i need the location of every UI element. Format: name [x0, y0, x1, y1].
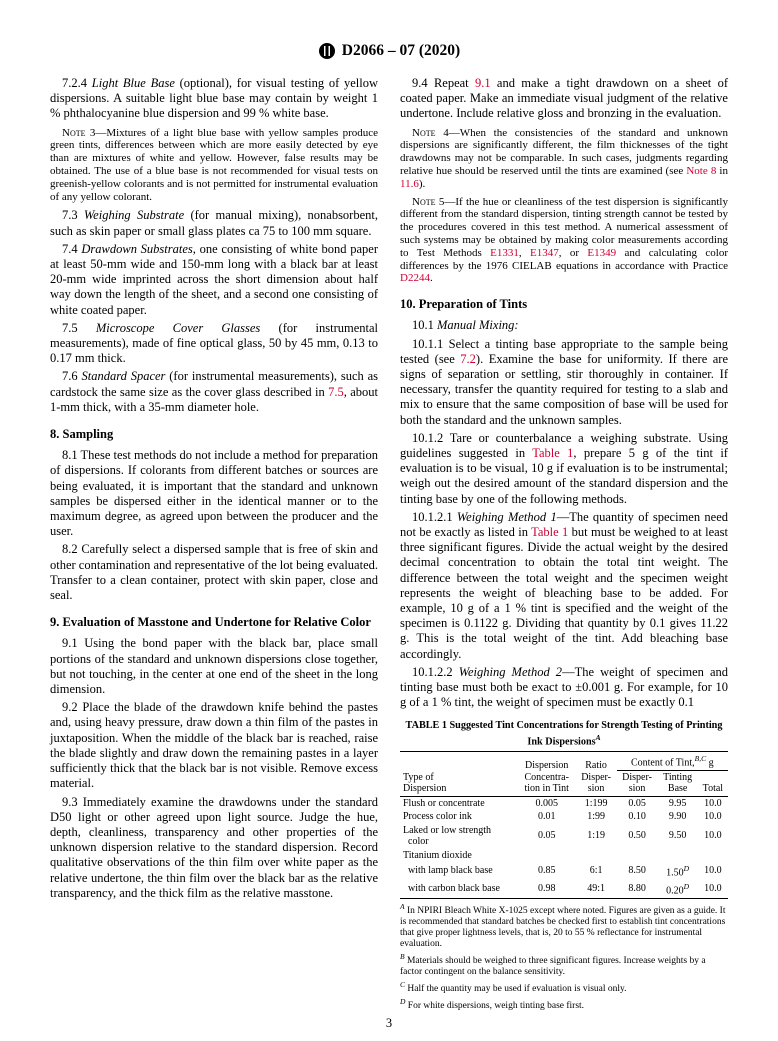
table-row: Titanium dioxide: [400, 849, 728, 863]
table-1-block: TABLE 1 Suggested Tint Concentrations fo…: [400, 720, 728, 1012]
th-type: Type ofDispersion: [400, 751, 518, 796]
table-row: Flush or concentrate0.0051:1990.059.9510…: [400, 796, 728, 810]
table-row: with lamp black base0.856:18.501.50D10.0: [400, 862, 728, 880]
designation: D2066 – 07 (2020): [342, 42, 460, 60]
para-9.2: 9.2 Place the blade of the drawdown knif…: [50, 700, 378, 791]
astm-logo-icon: [318, 42, 336, 60]
note-3: Note 3—Mixtures of a light blue base wit…: [50, 127, 378, 204]
table-row: Laked or low strength color0.051:190.509…: [400, 824, 728, 849]
section-9-title: 9. Evaluation of Masstone and Undertone …: [50, 615, 378, 630]
page-number: 3: [0, 1016, 778, 1031]
th-disp: Disper-sion: [617, 770, 658, 796]
para-10.1.2: 10.1.2 Tare or counterbalance a weighing…: [400, 431, 728, 507]
para-8.1: 8.1 These test methods do not include a …: [50, 448, 378, 539]
th-total: Total: [698, 770, 728, 796]
note-4: Note 4—When the consistencies of the sta…: [400, 127, 728, 191]
para-10.1.2.2: 10.1.2.2 Weighing Method 2—The weight of…: [400, 665, 728, 711]
para-9.1: 9.1 Using the bond paper with the black …: [50, 636, 378, 697]
para-10.1.2.1: 10.1.2.1 Weighing Method 1—The quantity …: [400, 510, 728, 662]
para-7.3: 7.3 Weighing Substrate (for manual mixin…: [50, 208, 378, 238]
th-base: TintingBase: [658, 770, 698, 796]
note-5: Note 5—If the hue or cleanliness of the …: [400, 196, 728, 286]
th-content-group: Content of Tint,B,C g: [617, 751, 728, 770]
table-1-title: TABLE 1 Suggested Tint Concentrations fo…: [400, 720, 728, 748]
section-8-title: 8. Sampling: [50, 427, 378, 442]
para-7.2.4: 7.2.4 Light Blue Base (optional), for vi…: [50, 76, 378, 122]
page-header: D2066 – 07 (2020): [50, 42, 728, 60]
page: D2066 – 07 (2020) 7.2.4 Light Blue Base …: [0, 0, 778, 1023]
para-9.4: 9.4 Repeat 9.1 and make a tight drawdown…: [400, 76, 728, 122]
para-9.3: 9.3 Immediately examine the drawdowns un…: [50, 795, 378, 901]
para-7.5: 7.5 Microscope Cover Glasses (for instru…: [50, 321, 378, 367]
para-7.4: 7.4 Drawdown Substrates, one consisting …: [50, 242, 378, 318]
table-1-body: Flush or concentrate0.0051:1990.059.9510…: [400, 796, 728, 898]
table-1-footnotes: A In NPIRI Bleach White X-1025 except wh…: [400, 901, 728, 1013]
th-conc: DispersionConcentra-tion in Tint: [518, 751, 576, 796]
th-ratio: RatioDisper-sion: [576, 751, 617, 796]
para-8.2: 8.2 Carefully select a dispersed sample …: [50, 542, 378, 603]
section-10-title: 10. Preparation of Tints: [400, 297, 728, 312]
para-10.1: 10.1 Manual Mixing:: [400, 318, 728, 333]
table-row: with carbon black base0.9849:18.800.20D1…: [400, 880, 728, 898]
para-7.6: 7.6 Standard Spacer (for instrumental me…: [50, 369, 378, 415]
para-10.1.1: 10.1.1 Select a tinting base appropriate…: [400, 337, 728, 428]
table-1: Type ofDispersion DispersionConcentra-ti…: [400, 751, 728, 899]
table-row: Process color ink0.011:990.109.9010.0: [400, 810, 728, 824]
body-columns: 7.2.4 Light Blue Base (optional), for vi…: [50, 76, 728, 1013]
